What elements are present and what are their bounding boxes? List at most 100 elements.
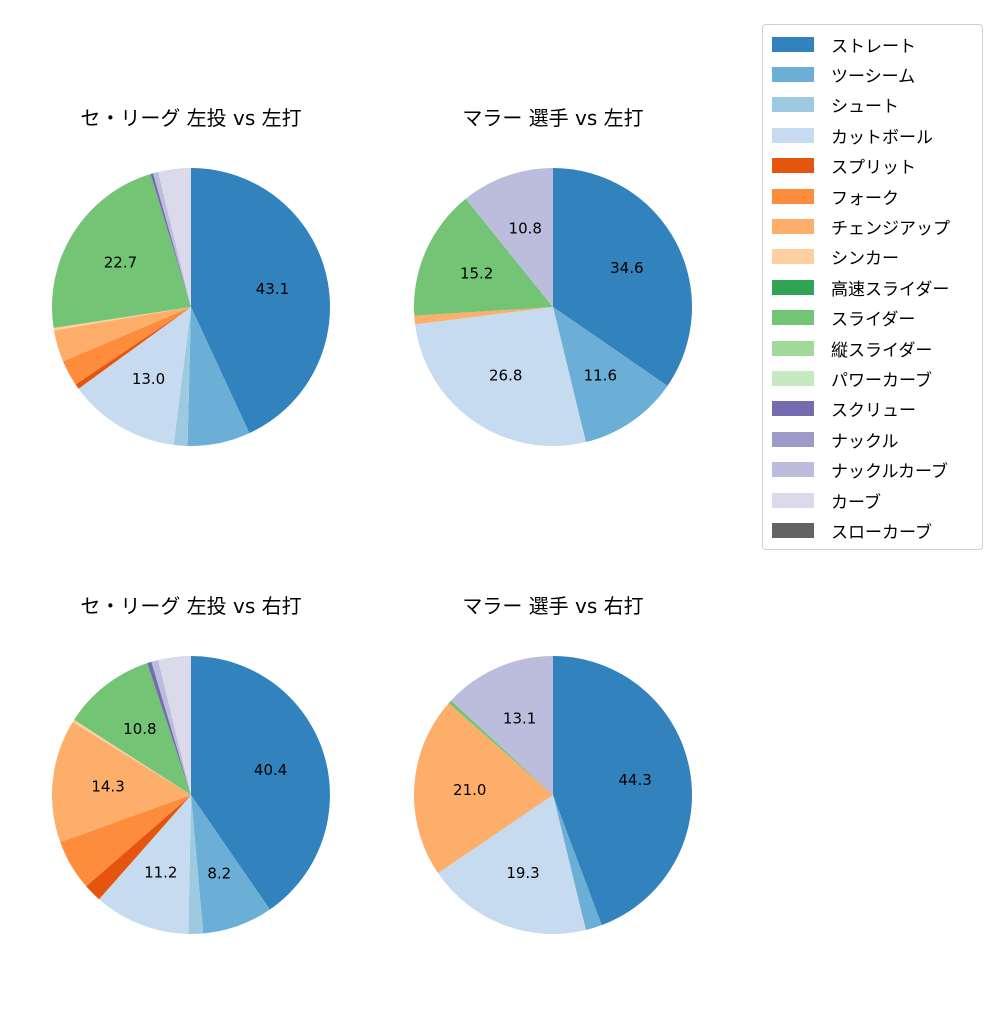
legend-label: スクリュー <box>831 401 916 422</box>
legend-item: スプリット <box>772 155 916 179</box>
legend-label: スローカーブ <box>831 522 932 543</box>
legend-label: スプリット <box>831 158 916 179</box>
legend-item: シンカー <box>772 246 899 270</box>
legend-swatch <box>772 158 814 174</box>
legend-item: スクリュー <box>772 398 916 422</box>
pie-slice <box>414 198 553 316</box>
pie-chart: 43.1 13.0 22.7 <box>52 168 331 446</box>
pie-slice <box>74 663 191 795</box>
legend-item: 縦スライダー <box>772 337 933 361</box>
legend-label: パワーカーブ <box>831 370 932 391</box>
pie-slice <box>414 307 553 325</box>
legend-label: カーブ <box>831 492 881 513</box>
pie-slice <box>75 307 191 389</box>
legend-item: フォーク <box>772 185 899 209</box>
pie-slice <box>158 656 191 795</box>
slice-label: 43.1 <box>256 280 289 298</box>
legend-item: ストレート <box>772 33 916 57</box>
legend-label: チェンジアップ <box>831 218 950 239</box>
legend-label: ナックルカーブ <box>831 462 948 483</box>
legend-swatch <box>772 279 814 295</box>
slice-label: 10.8 <box>509 219 542 237</box>
pie-slice <box>415 307 586 446</box>
pie-slice <box>188 795 204 934</box>
legend-label: 高速スライダー <box>831 279 950 300</box>
pie-slice <box>173 307 191 446</box>
legend-label: 縦スライダー <box>831 340 933 361</box>
legend-label: ツーシーム <box>831 66 916 87</box>
pie-slice <box>448 700 553 795</box>
pie-slice <box>147 661 191 795</box>
pie-slice <box>151 659 191 795</box>
legend-swatch <box>772 36 814 52</box>
pie-slice <box>465 168 553 307</box>
legend-item: シュート <box>772 94 899 117</box>
legend-swatch <box>772 188 814 204</box>
pie-panel-player-vs-right: マラー 選手 vs 右打 44.3 19.3 21.0 13.1 <box>393 592 713 1032</box>
legend-swatch <box>772 218 814 234</box>
slice-label: 11.2 <box>144 864 177 882</box>
pie-slice <box>86 795 191 900</box>
pie-slice <box>72 719 191 795</box>
pie-slice <box>51 722 191 843</box>
legend-swatch <box>772 249 814 265</box>
legend-item: スライダー <box>772 307 915 330</box>
legend-item: カーブ <box>772 489 881 513</box>
pie-slice <box>99 795 191 934</box>
pie-slice <box>553 656 692 926</box>
legend-swatch <box>772 522 814 538</box>
pie-slice <box>438 795 586 934</box>
slice-label: 10.8 <box>123 720 156 738</box>
pie-slice <box>150 173 191 307</box>
pie-slice <box>63 307 192 385</box>
pie-slice <box>53 307 191 331</box>
legend-label: カットボール <box>831 127 933 148</box>
slice-label: 44.3 <box>618 771 651 789</box>
slice-label: 34.6 <box>610 259 643 277</box>
legend-item: チェンジアップ <box>772 215 950 239</box>
legend-label: ナックル <box>831 431 899 452</box>
pie-slice <box>191 795 270 934</box>
pie-slice <box>414 703 553 874</box>
pie-chart: 44.3 19.3 21.0 13.1 <box>414 656 692 934</box>
pie-slice <box>553 168 692 386</box>
legend-swatch <box>772 431 814 447</box>
chart-title: マラー 選手 vs 左打 <box>462 106 644 130</box>
chart-title: セ・リーグ 左投 vs 右打 <box>80 594 302 618</box>
pie-slice <box>553 307 668 443</box>
pie-slice <box>553 795 602 931</box>
pie-panel-player-vs-left: マラー 選手 vs 左打 34.6 11.6 26.8 15.2 10.8 <box>393 104 713 544</box>
legend: ストレートツーシームシュートカットボール スプリットフォークチェンジアップ シンカー… <box>762 24 983 550</box>
legend-swatch <box>772 127 814 143</box>
legend-swatch <box>772 310 814 326</box>
legend-swatch <box>772 66 814 82</box>
pie-chart: 34.6 11.6 26.8 15.2 10.8 <box>414 168 692 446</box>
legend-swatch <box>772 340 814 356</box>
legend-label: シンカー <box>831 249 899 270</box>
legend-swatch <box>772 370 814 386</box>
slice-label: 8.2 <box>207 864 231 882</box>
legend-swatch <box>772 462 814 478</box>
slice-label: 40.4 <box>254 761 287 779</box>
slice-label: 19.3 <box>506 864 539 882</box>
legend-label: ストレート <box>831 36 916 57</box>
legend-item: ナックル <box>772 428 899 452</box>
slice-label: 21.0 <box>453 781 486 799</box>
pie-slice <box>191 168 331 434</box>
pie-chart: 40.4 8.2 11.2 14.3 10.8 <box>51 656 330 934</box>
chart-title: セ・リーグ 左投 vs 左打 <box>80 106 302 130</box>
slice-label: 15.2 <box>460 264 493 282</box>
slice-label: 13.1 <box>503 710 536 728</box>
legend-item: ナックルカーブ <box>772 459 948 483</box>
pie-slice <box>451 656 553 795</box>
legend-label: フォーク <box>831 188 899 209</box>
pie-panel-league-vs-left: セ・リーグ 左投 vs 左打 43.1 13.0 22.7 <box>31 104 351 544</box>
slice-label: 11.6 <box>584 367 617 385</box>
pie-slice <box>53 307 192 362</box>
legend-item: 高速スライダー <box>772 276 950 300</box>
legend-item: ツーシーム <box>772 63 916 87</box>
pie-slice <box>191 656 330 910</box>
legend-swatch <box>772 492 814 508</box>
chart-title: マラー 選手 vs 右打 <box>462 594 644 618</box>
pie-slice <box>153 171 191 307</box>
